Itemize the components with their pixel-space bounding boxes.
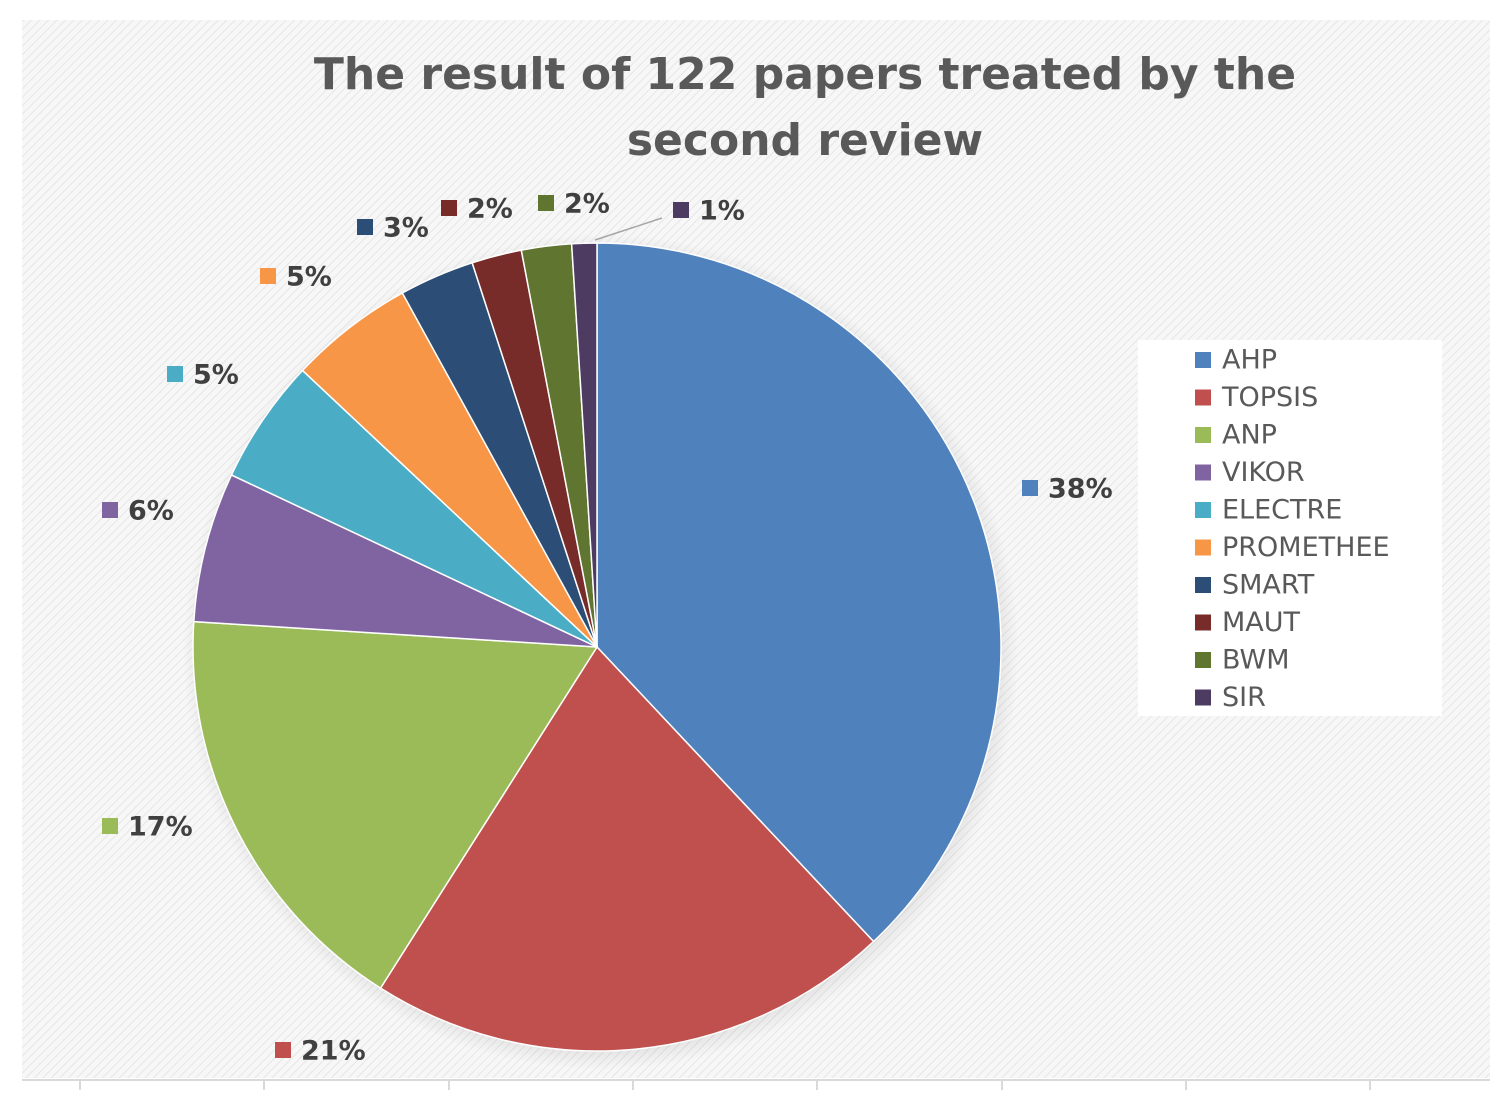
data-label: 6%: [128, 496, 174, 527]
pie-slice: [570, 242, 598, 648]
legend-marker: [1195, 577, 1211, 593]
data-label: 2%: [564, 189, 610, 220]
slices: [192, 242, 1002, 1052]
legend-marker: [1195, 389, 1211, 406]
legend-marker: [1195, 464, 1211, 481]
label-marker: [102, 818, 118, 834]
legend-box: [1138, 340, 1442, 716]
data-label: 5%: [286, 262, 332, 293]
data-label: 38%: [1048, 474, 1113, 505]
legend-marker: [1195, 427, 1211, 443]
legend-label: ELECTRE: [1222, 495, 1342, 526]
data-label: 5%: [193, 360, 239, 391]
pie-slice: [596, 242, 1002, 943]
pie-slice: [192, 620, 599, 990]
legend-label: MAUT: [1222, 607, 1301, 638]
pie-slice: [193, 473, 598, 648]
data-label: 2%: [467, 194, 513, 225]
bottom-axis: [22, 1079, 1490, 1090]
legend-marker: [1195, 352, 1211, 368]
label-marker: [167, 366, 183, 382]
label-marker: [357, 219, 373, 235]
legend-marker: [1195, 689, 1211, 706]
label-marker: [102, 502, 118, 518]
legend-label: BWM: [1222, 645, 1290, 676]
pie-slice: [379, 645, 875, 1052]
data-label: 21%: [301, 1036, 366, 1067]
label-marker: [538, 195, 554, 211]
data-label: 17%: [128, 812, 193, 843]
legend-label: SMART: [1222, 570, 1315, 601]
label-marker: [260, 268, 276, 284]
chart-title: The result of 122 papers treated by the …: [313, 49, 1297, 166]
legend-label: TOPSIS: [1221, 382, 1318, 413]
legend-label: AHP: [1222, 345, 1277, 376]
legend-label: VIKOR: [1222, 457, 1305, 488]
legend-marker: [1195, 652, 1211, 668]
label-marker: [673, 202, 689, 218]
legend-label: ANP: [1222, 420, 1277, 451]
label-marker: [1022, 480, 1038, 496]
legend-marker: [1195, 539, 1211, 556]
label-marker: [275, 1042, 291, 1058]
leader-line: [594, 217, 663, 241]
legend-label: PROMETHEE: [1222, 532, 1390, 563]
label-marker: [441, 200, 457, 216]
data-label: 3%: [383, 213, 429, 244]
data-label: 1%: [699, 196, 745, 227]
legend-marker: [1195, 502, 1211, 518]
legend-label: SIR: [1222, 682, 1266, 713]
legend-marker: [1195, 614, 1211, 631]
